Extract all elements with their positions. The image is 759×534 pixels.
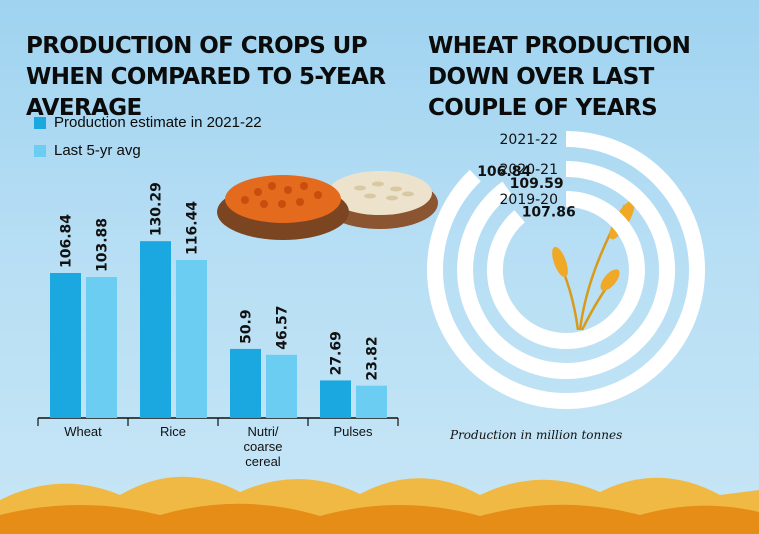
wheat-field-decoration [0,476,759,534]
radial-bar-2019-20 [486,191,645,349]
radial-value-label: 106.84 [477,164,531,180]
radial-bar-2020-21 [457,161,676,379]
radial-category-label: 2020-21 [500,162,559,178]
bar-value-label: 103.88 [95,218,111,272]
bar-value-label: 130.29 [149,182,165,236]
category-label: Nutri/ [247,424,278,439]
bar-rice-estimate [140,241,171,418]
right-chart-title: WHEAT PRODUCTION DOWN OVER LAST COUPLE O… [428,33,691,121]
bar-nutri-estimate [230,348,261,418]
legend-label: Last 5-yr avg [54,142,141,159]
radial-value-label: 107.86 [522,205,576,221]
category-label: coarse [243,439,282,454]
radial-category-label: 2021-22 [500,132,559,148]
legend-item-production-2021-22: Production estimate in 2021-22 [34,114,262,131]
legend-item-last-5-yr-avg: Last 5-yr avg [34,142,141,159]
bar-nutri-avg [266,354,297,418]
bar-rice-avg [176,259,207,418]
legend-swatch [34,116,46,129]
bar-value-label: 23.82 [365,336,381,380]
category-label: cereal [245,454,281,469]
radial-value-label: 109.59 [510,176,564,192]
legend-swatch [34,144,46,157]
bar-wheat-avg [86,277,117,418]
unit-note: Production in million tonnes [450,428,623,442]
grain-bowls-illustration [217,171,438,240]
legend-label: Production estimate in 2021-22 [54,114,262,131]
bar-value-label: 106.84 [59,214,75,268]
category-label: Pulses [333,424,373,439]
category-label: Rice [160,424,186,439]
bar-pulses-estimate [320,380,351,418]
bar-value-label: 27.69 [329,331,345,375]
bar-value-label: 50.9 [239,309,255,344]
bar-wheat-estimate [50,273,81,418]
bar-value-label: 116.44 [185,201,201,255]
radial-category-label: 2019-20 [500,192,559,208]
bar-value-label: 46.57 [275,306,291,350]
radial-bar-2021-22 [427,131,705,409]
left-chart-title: PRODUCTION OF CROPS UP WHEN COMPARED TO … [26,33,386,121]
category-label: Wheat [64,424,102,439]
bar-pulses-avg [356,385,387,418]
